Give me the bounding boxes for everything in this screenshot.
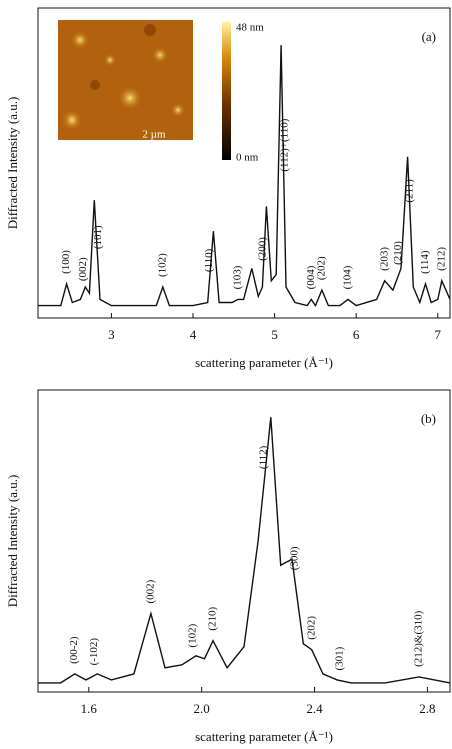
x-axis-label: scattering parameter (Å⁻¹) bbox=[195, 729, 333, 744]
x-tick-label: 3 bbox=[108, 327, 115, 342]
x-tick-label: 2.8 bbox=[419, 701, 435, 716]
peak-label: (212)&(310) bbox=[412, 610, 424, 667]
peak-label: (114) bbox=[419, 250, 431, 274]
peak-label: (300) bbox=[288, 546, 300, 570]
x-tick-label: 2.0 bbox=[194, 701, 210, 716]
peak-label: (101) bbox=[92, 225, 104, 249]
y-axis-label: Diffracted Intensity (a.u.) bbox=[5, 475, 20, 608]
panel-label: (a) bbox=[422, 29, 436, 44]
peak-label: (-102) bbox=[88, 638, 100, 666]
peak-label: (202) bbox=[305, 616, 317, 640]
figure: 3 4 5 6 7 scattering parameter (Å⁻¹) Diffracte… bbox=[0, 0, 452, 749]
peak-label: (002) bbox=[77, 257, 89, 281]
peak-label: (102) bbox=[187, 623, 199, 647]
panel-label: (b) bbox=[421, 411, 436, 426]
peak-label: (104) bbox=[342, 265, 354, 289]
colorbar-max-label: 48 nm bbox=[236, 22, 264, 34]
peak-label: (110) bbox=[203, 248, 215, 272]
peak-label: (203) bbox=[378, 247, 390, 271]
colorbar bbox=[222, 22, 231, 160]
peak-label: (212) bbox=[435, 247, 447, 271]
x-tick-label: 4 bbox=[190, 327, 197, 342]
x-tick-label: 6 bbox=[353, 327, 360, 342]
peak-label: (112) bbox=[257, 445, 269, 469]
x-axis-label: scattering parameter (Å⁻¹) bbox=[195, 355, 333, 370]
peak-label: (200) bbox=[257, 237, 269, 261]
peak-label: (211) bbox=[404, 179, 416, 203]
peak-label: (210) bbox=[392, 241, 404, 265]
x-tick-label: 7 bbox=[435, 327, 442, 342]
peak-label: (00-2) bbox=[68, 636, 80, 664]
peak-label: (002) bbox=[144, 579, 156, 603]
y-axis-label: Diffracted Intensity (a.u.) bbox=[5, 97, 20, 230]
peak-label: (112)+(110) bbox=[279, 118, 291, 171]
x-tick-label: 1.6 bbox=[81, 701, 98, 716]
colorbar-min-label: 0 nm bbox=[236, 152, 259, 164]
peak-label: (301) bbox=[333, 646, 345, 670]
peak-label: (102) bbox=[156, 253, 168, 277]
x-tick-label: 2.4 bbox=[306, 701, 323, 716]
peak-label: (103) bbox=[231, 265, 243, 289]
x-tick-label: 5 bbox=[271, 327, 278, 342]
peak-label: (202) bbox=[315, 256, 327, 280]
peak-label: (210) bbox=[206, 606, 218, 630]
scale-bar-label: 2 µm bbox=[142, 129, 166, 141]
peak-label: (100) bbox=[60, 250, 72, 274]
